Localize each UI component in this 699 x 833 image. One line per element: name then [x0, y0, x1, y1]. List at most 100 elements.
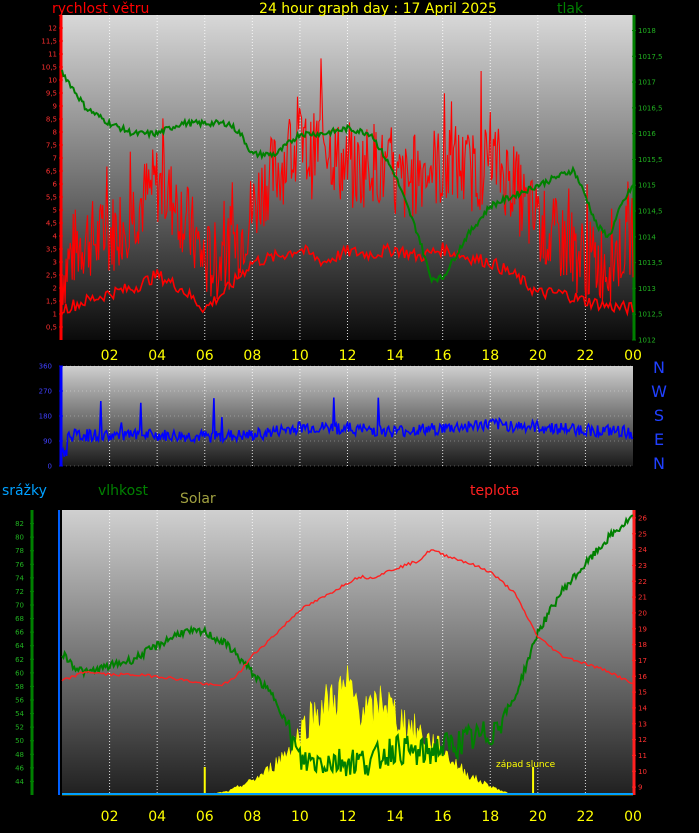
- x-tick-label: 10: [291, 348, 309, 364]
- x-tick-label: 22: [577, 809, 595, 825]
- x-tick-label: 10: [291, 809, 309, 825]
- x-tick-label: 08: [243, 348, 261, 364]
- tick-label: 76: [15, 561, 24, 569]
- tick-label: 46: [15, 764, 24, 772]
- wind-speed-label: rychlost větru: [52, 1, 149, 17]
- lower-x-tick-labels: 02 04 06 08 10 12 14 16 18 20 22 00: [101, 809, 642, 825]
- compass-letter: S: [654, 406, 664, 425]
- tick-label: 14: [638, 704, 647, 712]
- tick-label: 90: [43, 438, 52, 446]
- x-tick-label: 06: [196, 809, 214, 825]
- wind-pressure-series: [61, 58, 634, 317]
- tick-label: 10: [48, 77, 57, 85]
- tick-label: 62: [15, 656, 24, 664]
- tick-label: 12: [638, 736, 647, 744]
- humidity-tick-labels: 44 46 48 50 52 54 56 58 60 62 64 66 68 70 72 74 76 78 80 82: [15, 520, 34, 786]
- tick-label: 54: [15, 710, 24, 718]
- wind-direction-line: [61, 397, 634, 457]
- tick-label: 1016,5: [638, 104, 663, 112]
- tick-label: 13: [638, 720, 647, 728]
- tick-label: 12: [48, 25, 57, 33]
- tick-label: 4,5: [46, 220, 57, 228]
- tick-label: 7,5: [46, 142, 57, 150]
- x-tick-label: 14: [386, 348, 404, 364]
- x-tick-label: 20: [529, 809, 547, 825]
- tick-label: 80: [15, 534, 24, 542]
- humidity-label: vlhkost: [98, 483, 149, 499]
- tick-label: 26: [638, 514, 647, 522]
- tick-label: 60: [15, 669, 24, 677]
- tick-label: 8: [53, 129, 57, 137]
- pressure-tick-labels: 1012 1012,5 1013 1013,5 1014 1014,5 1015 1015,5…: [632, 27, 663, 345]
- tick-label: 1,5: [46, 298, 57, 306]
- tick-label: 1015,5: [638, 156, 663, 164]
- tick-label: 11,5: [41, 38, 57, 46]
- x-tick-label: 16: [434, 348, 452, 364]
- tick-label: 23: [638, 562, 647, 570]
- x-tick-label: 20: [529, 348, 547, 364]
- x-tick-label: 16: [434, 809, 452, 825]
- tick-label: 25: [638, 530, 647, 538]
- sunset-label: západ slunce: [496, 760, 556, 770]
- direction-series: [61, 397, 634, 457]
- tick-label: 180: [39, 413, 52, 421]
- tick-label: 1: [53, 311, 57, 319]
- temperature-tick-labels: 9 10 11 12 13 14 15 16 17 18 19 20 21 22 23 24 25 26: [632, 514, 647, 792]
- pressure-label: tlak: [557, 1, 584, 17]
- tick-label: 1013,5: [638, 259, 663, 267]
- tick-label: 1016: [638, 130, 656, 138]
- temperature-line: [61, 549, 634, 687]
- x-tick-label: 08: [243, 809, 261, 825]
- wind-average-line: [61, 242, 634, 317]
- tick-label: 5: [53, 207, 57, 215]
- wind-gust-line: [61, 58, 634, 305]
- tick-label: 56: [15, 697, 24, 705]
- tick-label: 360: [39, 363, 52, 371]
- tick-label: 1012: [638, 337, 656, 345]
- tick-label: 68: [15, 615, 24, 623]
- compass-letter: N: [653, 454, 665, 473]
- lower-series: [61, 514, 634, 796]
- tick-label: 5,5: [46, 194, 57, 202]
- tick-label: 1012,5: [638, 311, 663, 319]
- tick-label: 1014: [638, 233, 656, 241]
- x-tick-label: 04: [148, 809, 166, 825]
- tick-label: 9: [53, 103, 57, 111]
- chart-title: 24 hour graph day : 17 April 2025: [259, 1, 497, 17]
- tick-label: 6,5: [46, 168, 57, 176]
- tick-label: 78: [15, 547, 24, 555]
- tick-label: 4: [53, 233, 58, 241]
- tick-label: 1014,5: [638, 208, 663, 216]
- tick-label: 11: [638, 752, 647, 760]
- tick-label: 9: [638, 784, 642, 792]
- tick-label: 3,5: [46, 246, 57, 254]
- pressure-line: [61, 69, 634, 284]
- x-tick-label: 12: [339, 809, 357, 825]
- x-tick-label: 18: [481, 348, 499, 364]
- x-tick-label: 04: [148, 348, 166, 364]
- tick-label: 0,5: [46, 324, 57, 332]
- tick-label: 1017,5: [638, 53, 663, 61]
- tick-label: 19: [638, 625, 647, 633]
- x-tick-label: 06: [196, 348, 214, 364]
- tick-label: 18: [638, 641, 647, 649]
- solar-label: Solar: [180, 491, 216, 507]
- humidity-line: [61, 514, 634, 777]
- x-tick-label: 18: [481, 809, 499, 825]
- tick-label: 58: [15, 683, 24, 691]
- tick-label: 44: [15, 778, 24, 786]
- tick-label: 64: [15, 642, 24, 650]
- x-tick-label: 14: [386, 809, 404, 825]
- tick-label: 2,5: [46, 272, 57, 280]
- x-tick-label: 00: [624, 809, 642, 825]
- tick-label: 7: [53, 155, 57, 163]
- temperature-label: teplota: [470, 483, 520, 499]
- x-tick-label: 22: [577, 348, 595, 364]
- tick-label: 10: [638, 768, 647, 776]
- tick-label: 2: [53, 285, 57, 293]
- rain-label: srážky: [2, 483, 47, 499]
- wind-tick-labels: 0,511,522,533,544,555,566,577,588,599,51…: [41, 25, 63, 332]
- tick-label: 15: [638, 689, 647, 697]
